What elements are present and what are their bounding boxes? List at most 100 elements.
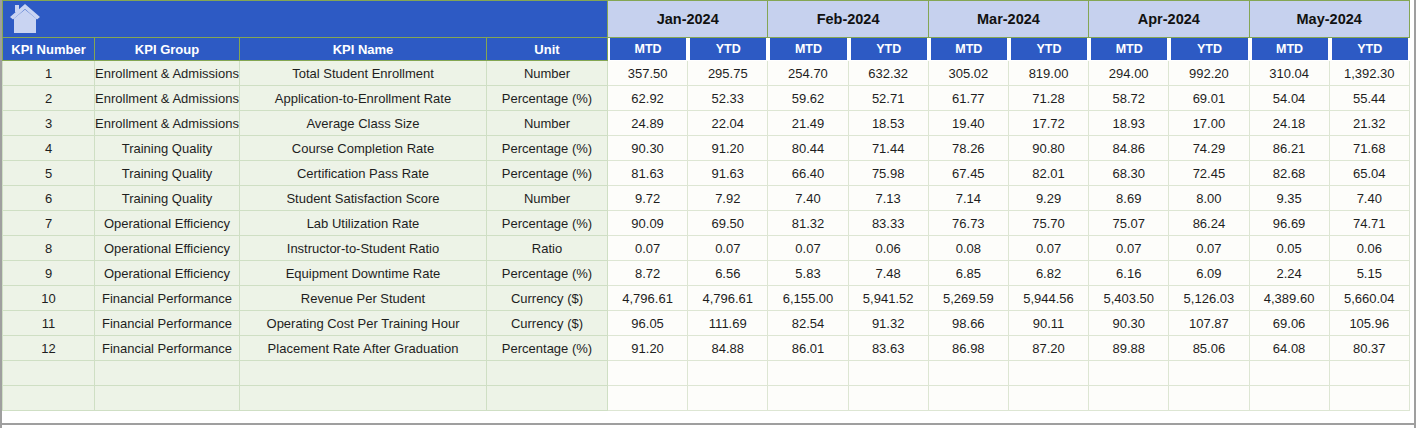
cell-empty[interactable] [1009, 361, 1089, 386]
cell-value[interactable]: 8.69 [1089, 186, 1169, 211]
subheader-mtd-apr-2024[interactable]: MTD [1091, 38, 1167, 60]
header-kpi-group[interactable]: KPI Group [95, 38, 240, 61]
subheader-ytd-mar-2024[interactable]: YTD [1011, 38, 1087, 60]
cell-value[interactable]: 75.98 [849, 161, 929, 186]
cell-value[interactable]: 81.32 [768, 211, 848, 236]
cell-value[interactable]: 5.83 [768, 261, 848, 286]
cell-value[interactable]: 62.92 [608, 86, 688, 111]
cell-value[interactable]: 992.20 [1169, 61, 1249, 86]
cell-value[interactable]: 5,944.56 [1009, 286, 1089, 311]
cell-value[interactable]: 91.32 [849, 311, 929, 336]
cell-kpi-name[interactable]: Revenue Per Student [240, 286, 487, 311]
cell-value[interactable]: 66.40 [768, 161, 848, 186]
cell-value[interactable]: 0.07 [768, 236, 848, 261]
cell-empty[interactable] [608, 361, 688, 386]
home-icon[interactable] [8, 3, 42, 35]
subheader-mtd-feb-2024[interactable]: MTD [770, 38, 846, 60]
cell-value[interactable]: 0.07 [608, 236, 688, 261]
cell-value[interactable]: 632.32 [849, 61, 929, 86]
cell-value[interactable]: 83.63 [849, 336, 929, 361]
cell-kpi-number[interactable]: 7 [2, 211, 95, 236]
cell-value[interactable]: 22.04 [688, 111, 768, 136]
cell-value[interactable]: 69.01 [1169, 86, 1249, 111]
cell-value[interactable]: 67.45 [929, 161, 1009, 186]
cell-kpi-number[interactable]: 6 [2, 186, 95, 211]
month-header-may-2024[interactable]: May-2024 [1250, 0, 1410, 38]
cell-value[interactable]: 59.62 [768, 86, 848, 111]
cell-value[interactable]: 54.04 [1250, 86, 1330, 111]
cell-value[interactable]: 7.40 [768, 186, 848, 211]
cell-value[interactable]: 64.08 [1250, 336, 1330, 361]
cell-kpi-group[interactable]: Operational Efficiency [95, 211, 240, 236]
cell-value[interactable]: 357.50 [608, 61, 688, 86]
cell-value[interactable]: 69.06 [1250, 311, 1330, 336]
cell-kpi-number[interactable]: 11 [2, 311, 95, 336]
cell-value[interactable]: 6.16 [1089, 261, 1169, 286]
cell-value[interactable]: 295.75 [688, 61, 768, 86]
cell-value[interactable]: 8.00 [1169, 186, 1249, 211]
cell-kpi-number[interactable]: 3 [2, 111, 95, 136]
cell-empty[interactable] [608, 386, 688, 411]
cell-value[interactable]: 6.85 [929, 261, 1009, 286]
cell-value[interactable]: 17.00 [1169, 111, 1249, 136]
cell-kpi-group[interactable]: Enrollment & Admissions [95, 86, 240, 111]
cell-kpi-group[interactable]: Training Quality [95, 136, 240, 161]
cell-value[interactable]: 90.09 [608, 211, 688, 236]
cell-empty[interactable] [95, 386, 240, 411]
cell-value[interactable]: 74.71 [1330, 211, 1410, 236]
cell-value[interactable]: 98.66 [929, 311, 1009, 336]
cell-value[interactable]: 5,403.50 [1089, 286, 1169, 311]
cell-empty[interactable] [240, 386, 487, 411]
cell-unit[interactable]: Percentage (%) [487, 86, 608, 111]
cell-value[interactable]: 6,155.00 [768, 286, 848, 311]
cell-value[interactable]: 75.70 [1009, 211, 1089, 236]
cell-value[interactable]: 111.69 [688, 311, 768, 336]
cell-value[interactable]: 9.29 [1009, 186, 1089, 211]
header-kpi-number[interactable]: KPI Number [2, 38, 95, 61]
cell-value[interactable]: 0.07 [1009, 236, 1089, 261]
cell-value[interactable]: 0.07 [1089, 236, 1169, 261]
cell-kpi-group[interactable]: Financial Performance [95, 336, 240, 361]
cell-value[interactable]: 9.35 [1250, 186, 1330, 211]
cell-empty[interactable] [1089, 361, 1169, 386]
cell-value[interactable]: 91.20 [688, 136, 768, 161]
cell-value[interactable]: 21.49 [768, 111, 848, 136]
cell-kpi-group[interactable]: Operational Efficiency [95, 261, 240, 286]
cell-kpi-name[interactable]: Operating Cost Per Training Hour [240, 311, 487, 336]
subheader-ytd-may-2024[interactable]: YTD [1332, 38, 1408, 60]
cell-value[interactable]: 24.89 [608, 111, 688, 136]
cell-value[interactable]: 18.93 [1089, 111, 1169, 136]
cell-empty[interactable] [1250, 361, 1330, 386]
cell-empty[interactable] [1169, 361, 1249, 386]
subheader-mtd-may-2024[interactable]: MTD [1252, 38, 1328, 60]
cell-empty[interactable] [487, 361, 608, 386]
header-kpi-name[interactable]: KPI Name [240, 38, 487, 61]
cell-unit[interactable]: Ratio [487, 236, 608, 261]
cell-value[interactable]: 24.18 [1250, 111, 1330, 136]
cell-unit[interactable]: Number [487, 186, 608, 211]
cell-kpi-number[interactable]: 2 [2, 86, 95, 111]
cell-unit[interactable]: Percentage (%) [487, 211, 608, 236]
cell-value[interactable]: 82.54 [768, 311, 848, 336]
subheader-mtd-jan-2024[interactable]: MTD [610, 38, 686, 60]
cell-unit[interactable]: Percentage (%) [487, 336, 608, 361]
cell-value[interactable]: 80.37 [1330, 336, 1410, 361]
subheader-ytd-feb-2024[interactable]: YTD [851, 38, 927, 60]
cell-unit[interactable]: Currency ($) [487, 286, 608, 311]
cell-value[interactable]: 86.24 [1169, 211, 1249, 236]
cell-kpi-name[interactable]: Course Completion Rate [240, 136, 487, 161]
cell-value[interactable]: 7.92 [688, 186, 768, 211]
cell-value[interactable]: 7.14 [929, 186, 1009, 211]
cell-empty[interactable] [1330, 386, 1410, 411]
cell-empty[interactable] [1330, 361, 1410, 386]
cell-value[interactable]: 8.72 [608, 261, 688, 286]
cell-empty[interactable] [1169, 386, 1249, 411]
cell-empty[interactable] [768, 386, 848, 411]
cell-kpi-number[interactable]: 10 [2, 286, 95, 311]
subheader-mtd-mar-2024[interactable]: MTD [931, 38, 1007, 60]
cell-value[interactable]: 90.30 [608, 136, 688, 161]
cell-value[interactable]: 4,796.61 [608, 286, 688, 311]
month-header-apr-2024[interactable]: Apr-2024 [1089, 0, 1249, 38]
cell-value[interactable]: 52.71 [849, 86, 929, 111]
cell-empty[interactable] [688, 386, 768, 411]
